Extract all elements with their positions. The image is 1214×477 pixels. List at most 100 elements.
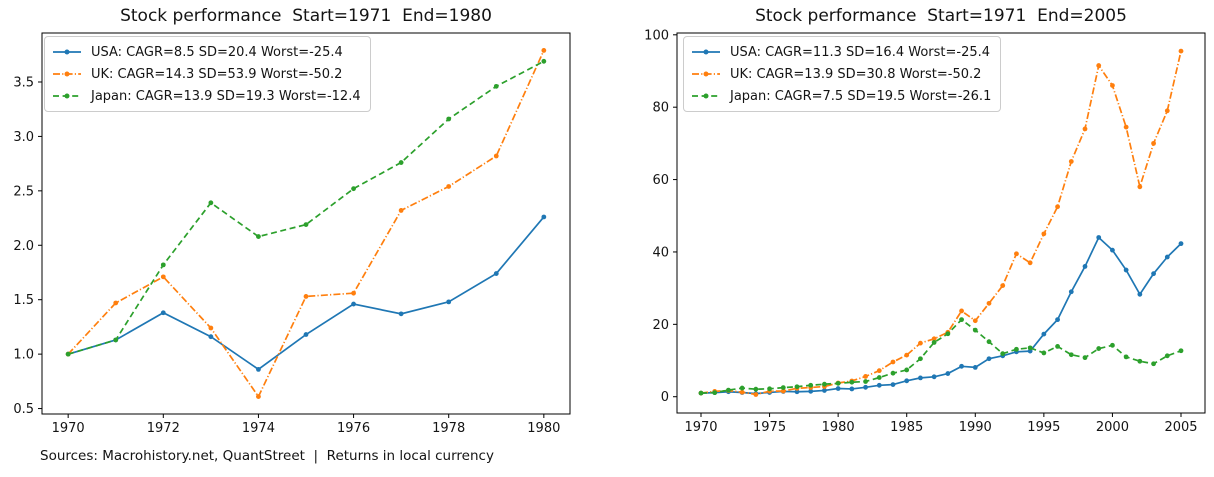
marker-usa (1164, 254, 1170, 260)
marker-usa (972, 365, 978, 370)
marker-uk (1082, 126, 1088, 132)
marker-japan (986, 339, 992, 345)
y-tick-label: 40 (652, 245, 669, 260)
marker-usa (918, 375, 923, 381)
marker-uk (918, 340, 923, 346)
marker-uk (351, 290, 356, 296)
x-tick-label: 1976 (337, 421, 370, 436)
marker-usa (446, 299, 452, 305)
y-tick-label: 2.0 (13, 239, 34, 254)
x-tick-label: 1980 (527, 421, 560, 436)
marker-uk (890, 359, 896, 365)
y-tick-label: 0.5 (13, 402, 34, 417)
marker-usa (822, 388, 827, 393)
marker-uk (1014, 251, 1019, 257)
marker-japan (890, 370, 896, 376)
marker-japan (1014, 346, 1019, 352)
marker-uk (1123, 124, 1129, 130)
marker-japan (1137, 358, 1143, 364)
marker-japan (1110, 342, 1115, 348)
x-tick-label: 1995 (1027, 420, 1060, 435)
marker-japan (351, 186, 356, 192)
y-tick-label: 0 (661, 390, 669, 405)
y-tick-label: 3.5 (13, 75, 34, 90)
marker-usa (256, 366, 261, 372)
legend-item-usa: USA: CAGR=11.3 SD=16.4 Worst=-25.4 (691, 41, 991, 63)
marker-uk (876, 368, 882, 374)
axes-frame (676, 32, 1206, 414)
marker-japan (904, 367, 910, 373)
legend-item-japan: Japan: CAGR=7.5 SD=19.5 Worst=-26.1 (691, 85, 991, 107)
marker-uk (739, 389, 745, 395)
x-tick-label: 1974 (242, 421, 275, 436)
x-tick-label: 2000 (1096, 420, 1129, 435)
marker-japan (835, 380, 841, 386)
marker-japan (972, 327, 978, 333)
y-tick-label: 2.5 (13, 184, 34, 199)
marker-japan (959, 317, 964, 323)
x-tick-label: 1985 (890, 420, 923, 435)
legend-label-uk: UK: CAGR=14.3 SD=53.9 Worst=-50.2 (91, 66, 343, 82)
marker-usa (303, 332, 309, 337)
marker-japan (65, 351, 71, 357)
marker-japan (945, 331, 951, 337)
marker-usa (863, 384, 868, 390)
legend-line-sample-icon (692, 71, 720, 77)
right-legend: USA: CAGR=11.3 SD=16.4 Worst=-25.4 UK: C… (683, 36, 1002, 112)
marker-usa (876, 382, 882, 388)
marker-japan (208, 200, 214, 206)
marker-uk (1151, 140, 1156, 146)
marker-japan (1151, 361, 1156, 367)
marker-usa (398, 311, 404, 317)
marker-japan (1123, 354, 1129, 360)
marker-japan (739, 385, 745, 391)
marker-usa (986, 356, 992, 362)
marker-usa (904, 378, 910, 384)
marker-uk (1110, 83, 1115, 88)
legend-item-japan: Japan: CAGR=13.9 SD=19.3 Worst=-12.4 (52, 85, 361, 107)
marker-japan (493, 83, 499, 89)
marker-usa (808, 388, 814, 394)
marker-usa (1082, 264, 1088, 269)
marker-uk (256, 394, 261, 399)
legend-label-uk: UK: CAGR=13.9 SD=30.8 Worst=-50.2 (730, 66, 982, 82)
marker-usa (1055, 317, 1060, 323)
marker-uk (1055, 204, 1060, 210)
sources-footer: Sources: Macrohistory.net, QuantStreet |… (40, 448, 494, 464)
legend-item-uk: UK: CAGR=13.9 SD=30.8 Worst=-50.2 (691, 63, 991, 85)
marker-usa (1123, 267, 1129, 273)
marker-japan (698, 390, 704, 396)
marker-uk (113, 300, 119, 306)
x-tick-label: 1975 (753, 420, 786, 435)
marker-japan (849, 379, 855, 385)
marker-usa (541, 214, 547, 220)
marker-japan (863, 379, 868, 384)
marker-japan (918, 356, 923, 362)
legend-label-japan: Japan: CAGR=13.9 SD=19.3 Worst=-12.4 (91, 88, 361, 104)
marker-usa (1041, 331, 1047, 337)
marker-japan (808, 382, 814, 388)
x-tick-label: 1978 (432, 421, 465, 436)
marker-japan (256, 234, 261, 239)
marker-japan (794, 384, 800, 390)
marker-usa (849, 386, 855, 392)
marker-uk (1068, 159, 1074, 164)
marker-usa (1110, 247, 1115, 253)
marker-japan (726, 387, 731, 393)
x-tick-label: 1990 (959, 420, 992, 435)
marker-japan (113, 337, 119, 343)
marker-uk (1137, 184, 1143, 190)
marker-japan (303, 222, 309, 227)
y-tick-label: 60 (652, 173, 669, 188)
marker-uk (1096, 63, 1102, 68)
marker-japan (160, 262, 166, 268)
marker-japan (1027, 345, 1033, 351)
x-tick-label: 1970 (52, 421, 85, 436)
left-chart-title: Stock performance Start=1971 End=1980 (120, 6, 492, 26)
marker-japan (1082, 355, 1088, 361)
legend-item-uk: UK: CAGR=14.3 SD=53.9 Worst=-50.2 (52, 63, 361, 85)
marker-uk (986, 300, 992, 306)
y-tick-label: 3.0 (13, 130, 34, 145)
series-line-japan (67, 60, 545, 355)
